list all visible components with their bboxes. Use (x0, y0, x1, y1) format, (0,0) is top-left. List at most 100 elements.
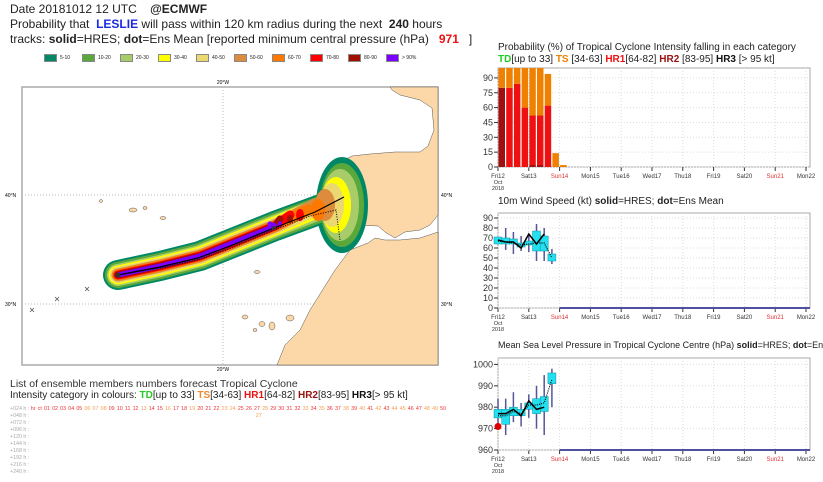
x-tick-label: Tue16 (613, 457, 630, 463)
legend-label: 70-80 (326, 55, 339, 61)
title-text: =Ens Mean (672, 196, 724, 207)
member-14: 14 (148, 406, 155, 412)
member-row: +096 h : (10, 427, 448, 434)
legend-item: 10-20 (82, 54, 120, 62)
member-11: 11 (124, 406, 131, 412)
legend-item: 70-80 (310, 54, 348, 62)
legend-item: > 90% (386, 54, 424, 62)
category-hr3: HR3 (351, 390, 372, 401)
bar-HR1 (544, 105, 552, 167)
lat-40-left: 40°N (5, 193, 17, 199)
member-35: 35 (318, 406, 325, 412)
y-tick-label: 20 (483, 283, 493, 293)
x-month-label: Oct (494, 321, 503, 327)
lat-30-left: 30°N (5, 302, 17, 308)
member-13: 13 (140, 406, 147, 412)
box (547, 253, 557, 262)
row-label: +144 h : (10, 441, 30, 447)
category-hr3: HR3 (715, 54, 736, 65)
x-tick-label: Sat13 (521, 174, 537, 180)
bar-TS (537, 68, 544, 116)
prob-prefix: Probability that (10, 17, 90, 31)
row-label: +192 h : (10, 455, 30, 461)
member-33: 33 (302, 406, 309, 412)
legend-label: > 90% (402, 55, 417, 61)
track-markers (29, 286, 90, 313)
member-row: +216 h : (10, 462, 448, 469)
x-tick-label: Sat20 (737, 315, 753, 321)
hres-track (117, 196, 345, 276)
legend-swatch (234, 54, 247, 62)
member-34: 34 (310, 406, 317, 412)
title-bold: solid (736, 340, 758, 350)
legend-item: 5-10 (44, 54, 82, 62)
member-row: +192 h : (10, 455, 448, 462)
hres-line (497, 232, 545, 250)
category-ts: TS (555, 54, 569, 65)
hours-value: 240 (388, 17, 409, 31)
y-tick-label: 70 (483, 233, 493, 243)
member-41: 41 (367, 406, 374, 412)
member-44: 44 (391, 406, 398, 412)
member-39: 39 (351, 406, 358, 412)
x-tick-label: Mon15 (581, 315, 600, 321)
category-hr2: HR2 (659, 54, 680, 65)
chart-2: Fri12 Sat13 Sun14 Mon15 Tue16 Wed17 Thu18 Fri19… (473, 357, 816, 475)
y-tick-label: 10 (483, 293, 493, 303)
member-49: 49 (432, 406, 438, 412)
x-month-label: Oct (494, 180, 503, 186)
y-tick-label: 980 (478, 402, 493, 412)
x-year-label: 2018 (492, 186, 504, 192)
legend-swatch (272, 54, 285, 62)
intensity-chart-title: Probability (%) of Tropical Cyclone Inte… (498, 42, 796, 53)
x-tick-label: Mon22 (797, 174, 816, 180)
x-month-label: Oct (494, 463, 503, 469)
storm-name: LESLIE (96, 17, 139, 31)
bar-TS (521, 68, 529, 108)
row-label: +120 h : (10, 434, 30, 440)
lon-label-bottom: 20°W (217, 367, 230, 373)
member-09: 09 (108, 406, 115, 412)
bar-HR2 (498, 87, 505, 167)
x-tick-label: Fri19 (707, 315, 721, 321)
legend-label: 30-40 (174, 55, 187, 61)
x-tick-label: Tue16 (613, 315, 630, 321)
category-range: [83-95] (679, 54, 716, 65)
observed-pressure-dot (494, 422, 502, 430)
member-05: 05 (76, 406, 83, 412)
member-row: +240 h : (10, 469, 448, 476)
category-range: [64-82] (264, 390, 298, 401)
reported-pressure: 971 (438, 32, 459, 46)
y-tick-label: 0 (488, 303, 493, 313)
x-tick-label: Sun14 (551, 174, 569, 180)
category-hr1: HR1 (244, 390, 265, 401)
x-tick-label: Wed17 (643, 457, 663, 463)
row-label: +168 h : (10, 448, 30, 454)
y-tick-label: 40 (483, 263, 493, 273)
x-tick-label: Thu18 (674, 457, 692, 463)
category-hr1: HR1 (605, 54, 626, 65)
probability-line: Probability that LESLIE will pass within… (10, 17, 442, 32)
member-28: 28 (262, 406, 269, 412)
legend-swatch (196, 54, 209, 62)
bar-TS (529, 68, 536, 116)
member-21: 21 (205, 406, 212, 412)
solid-eq: =HRES; (76, 32, 121, 46)
y-tick-label: 60 (483, 103, 493, 113)
category-ts: TS (197, 390, 211, 401)
africa-land (276, 231, 439, 366)
x-year-label: 2018 (492, 327, 504, 333)
member-ct: ct (37, 406, 42, 412)
legend-swatch (310, 54, 323, 62)
row-label: +072 h : (10, 420, 30, 426)
date-text: Date 20181012 12 UTC (10, 2, 137, 16)
x-tick-label: Sat13 (521, 315, 537, 321)
category-range: [> 95 kt] (735, 54, 775, 65)
y-tick-label: 990 (478, 381, 493, 391)
category-range: [34-63] (568, 54, 606, 65)
ens-mean-track (117, 209, 341, 276)
member-47: 47 (415, 406, 422, 412)
member-42: 42 (375, 406, 382, 412)
y-tick-label: 75 (483, 88, 493, 98)
member-02: 02 (52, 406, 58, 412)
